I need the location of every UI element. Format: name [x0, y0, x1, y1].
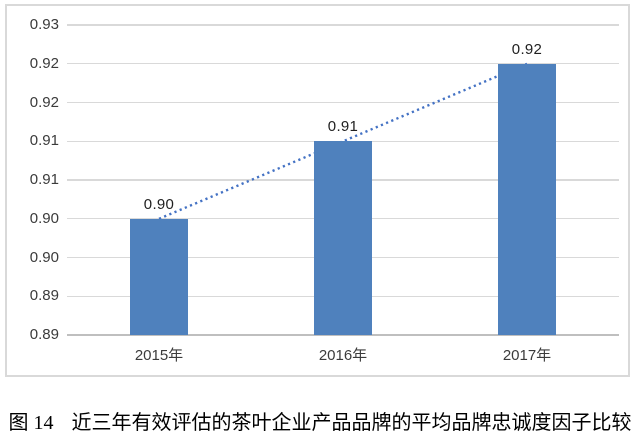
y-tick-label: 0.93	[29, 16, 59, 33]
gridline	[67, 24, 619, 26]
y-tick-label: 0.92	[29, 54, 59, 72]
figure-caption-number: 图 14	[8, 412, 54, 434]
bar-2016	[314, 141, 372, 335]
gridline	[67, 140, 619, 142]
y-tick-label: 0.90	[29, 209, 59, 227]
y-tick-label: 0.91	[29, 132, 59, 150]
gridline	[67, 101, 619, 104]
bar-value-label-2015: 0.90	[143, 195, 175, 213]
bar-2017	[498, 63, 556, 335]
gridline	[67, 63, 619, 65]
bar-2015	[130, 218, 188, 335]
figure-caption: 图 14 近三年有效评估的茶叶企业产品品牌的平均品牌忠诚度因子比较	[0, 406, 640, 435]
y-tick-label: 0.89	[29, 326, 59, 343]
y-tick-label: 0.90	[29, 248, 59, 266]
y-tick-label: 0.92	[29, 93, 59, 111]
y-tick-label: 0.89	[29, 287, 59, 305]
figure-caption-text: 近三年有效评估的茶叶企业产品品牌的平均品牌忠诚度因子比较	[71, 412, 632, 434]
plot-area: 0.90 0.91 0.92	[67, 24, 619, 336]
x-tick-label-2016: 2016年	[318, 347, 368, 364]
x-tick-label-2015: 2015年	[134, 347, 184, 364]
bar-value-label-2016: 0.91	[327, 118, 359, 136]
x-tick-label-2017: 2017年	[502, 347, 552, 364]
y-tick-label: 0.91	[29, 171, 59, 188]
bar-value-label-2017: 0.92	[511, 40, 543, 58]
chart-frame: 0.93 0.92 0.92 0.91 0.91 0.90 0.90 0.89 …	[5, 4, 630, 377]
